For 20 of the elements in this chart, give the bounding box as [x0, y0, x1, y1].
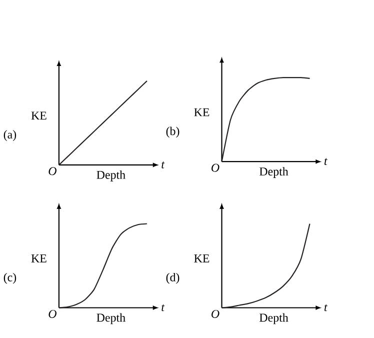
text: O [212, 310, 220, 318]
x-axis-title: Depth [260, 313, 288, 324]
text: O [212, 164, 220, 172]
text: O [48, 310, 56, 318]
x-axis-title: Depth [260, 167, 288, 178]
y-axis-title: KE [31, 112, 46, 120]
text: (c) [4, 272, 16, 284]
y-axis-title: KE [194, 108, 210, 116]
text: t [324, 304, 328, 312]
text: (b) [166, 126, 180, 138]
text: t [324, 158, 328, 166]
y-axis-title: KE [31, 254, 46, 262]
x-axis-title: Depth [96, 313, 126, 324]
text: O [48, 167, 56, 176]
text: t [162, 162, 165, 168]
y-axis-title: KE [194, 254, 210, 262]
x-axis-title: Depth [96, 170, 126, 182]
text: (a) [4, 130, 16, 141]
text: t [162, 304, 165, 312]
text: (d) [166, 272, 180, 284]
